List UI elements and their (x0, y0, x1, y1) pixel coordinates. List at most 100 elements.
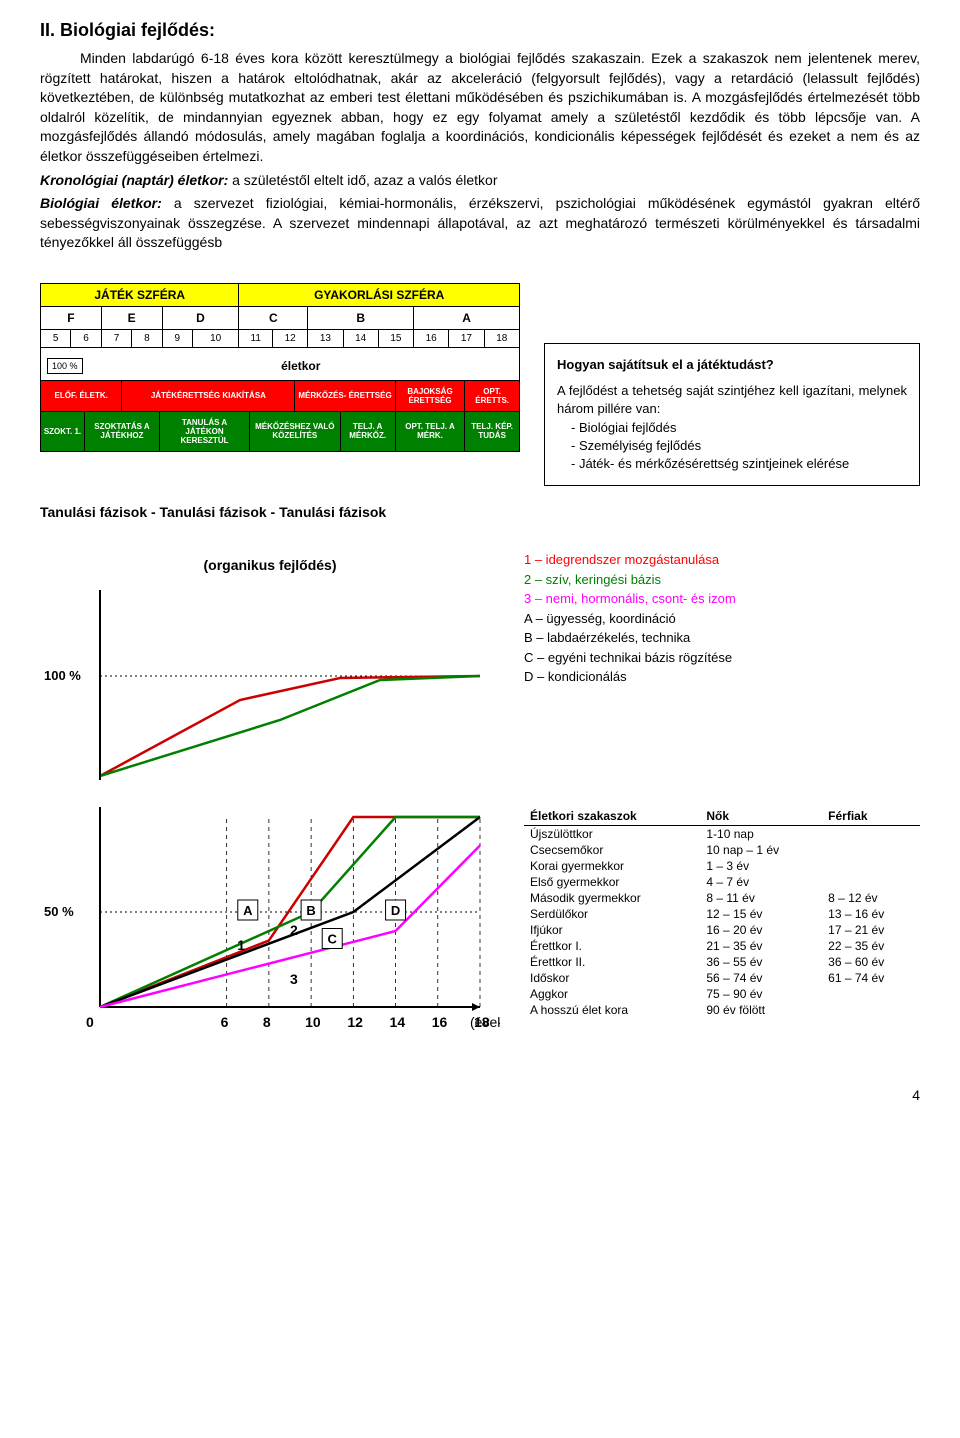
svg-text:C: C (328, 932, 338, 947)
red-cell: ELŐF. ÉLETK. (41, 380, 122, 411)
age-table-cell: 10 nap – 1 év (700, 842, 822, 858)
krono-text: a születéstől eltelt idő, azaz a valós é… (228, 172, 497, 188)
svg-text:10: 10 (305, 1014, 321, 1030)
svg-text:16: 16 (432, 1014, 448, 1030)
green-cell: TELJ. A MÉRKŐZ. (340, 411, 395, 451)
sphere-num-cell: 12 (273, 329, 308, 347)
krono-label: Kronológiai (naptár) életkor: (40, 172, 228, 188)
sphere-num-cell: 14 (343, 329, 378, 347)
sphere-cell: E (101, 306, 162, 329)
krono-line: Kronológiai (naptár) életkor: a születés… (40, 171, 920, 191)
red-cell: OPT. ÉRETTS. (465, 380, 520, 411)
green-cell: OPT. TELJ. A MÉRK. (395, 411, 465, 451)
section-heading: II. Biológiai fejlődés: (40, 20, 920, 41)
sphere-cell: A (414, 306, 520, 329)
green-cell: MÉKŐZÉSHEZ VALÓ KÖZELÍTÉS (250, 411, 341, 451)
percent-box: 100 % (47, 358, 83, 374)
age-table-cell: 13 – 16 év (822, 906, 920, 922)
age-table-cell: Első gyermekkor (524, 874, 700, 890)
eletkor-label: életkor (83, 359, 519, 373)
age-table-cell: 12 – 15 év (700, 906, 822, 922)
age-table-cell: A hosszú élet kora (524, 1002, 700, 1018)
age-table-cell (822, 986, 920, 1002)
sphere-cell: GYAKORLÁSI SZFÉRA (239, 283, 520, 306)
age-table-cell: 61 – 74 év (822, 970, 920, 986)
age-table-cell: 75 – 90 év (700, 986, 822, 1002)
page-number: 4 (40, 1087, 920, 1103)
age-table-cell: 1 – 3 év (700, 858, 822, 874)
legend-item: B – labdaérzékelés, technika (524, 628, 920, 648)
sidebox-item: Személyiség fejlődés (585, 437, 907, 455)
age-table-cell (822, 842, 920, 858)
age-table-cell: Csecsemőkor (524, 842, 700, 858)
age-table-cell: 16 – 20 év (700, 922, 822, 938)
age-table-cell: Érettkor I. (524, 938, 700, 954)
age-table-cell: 8 – 12 év (822, 890, 920, 906)
legend-item: D – kondicionálás (524, 667, 920, 687)
svg-text:(organikus fejlődés): (organikus fejlődés) (203, 557, 336, 573)
age-table-cell: 1-10 nap (700, 826, 822, 843)
legend-item: 2 – szív, keringési bázis (524, 570, 920, 590)
svg-text:(évek): (évek) (470, 1014, 500, 1030)
age-table-cell: 36 – 60 év (822, 954, 920, 970)
svg-text:100 %: 100 % (44, 668, 81, 683)
svg-text:14: 14 (390, 1014, 406, 1030)
green-cell: SZOKT. 1. (41, 411, 85, 451)
green-cell: TELJ. KÉP. TUDÁS (465, 411, 520, 451)
sphere-num-cell: 15 (378, 329, 413, 347)
svg-text:A: A (243, 903, 253, 918)
svg-text:8: 8 (263, 1014, 271, 1030)
svg-text:0: 0 (86, 1014, 94, 1030)
age-table-cell: 36 – 55 év (700, 954, 822, 970)
age-table-cell (822, 826, 920, 843)
age-table-header: Férfiak (822, 807, 920, 826)
svg-text:50 %: 50 % (44, 904, 74, 919)
sphere-num-cell: 5 (41, 329, 71, 347)
legend-item: A – ügyesség, koordináció (524, 609, 920, 629)
age-table-cell (822, 1002, 920, 1018)
age-table-cell: 17 – 21 év (822, 922, 920, 938)
sphere-num-cell: 18 (484, 329, 519, 347)
age-table-cell: Időskor (524, 970, 700, 986)
chart-lower: 50 %0681012141618(évek)ABCD123 (40, 807, 500, 1047)
legend-item: 1 – idegrendszer mozgástanulása (524, 550, 920, 570)
green-cell: SZOKTATÁS A JÁTÉKHOZ (84, 411, 159, 451)
sphere-num-cell: 9 (162, 329, 192, 347)
bio-label: Biológiai életkor: (40, 195, 162, 211)
svg-text:B: B (306, 903, 315, 918)
age-table-header: Nők (700, 807, 822, 826)
sphere-num-cell: 11 (239, 329, 273, 347)
age-table-cell: Korai gyermekkor (524, 858, 700, 874)
sidebox-text: A fejlődést a tehetség saját szintjéhez … (557, 382, 907, 418)
bio-line: Biológiai életkor: a szervezet fiziológi… (40, 194, 920, 253)
age-table-cell: Újszülöttkor (524, 826, 700, 843)
green-cell: TANULÁS A JÁTÉKON KERESZTÜL (159, 411, 249, 451)
age-table-cell: 90 év fölött (700, 1002, 822, 1018)
age-table-cell (822, 858, 920, 874)
svg-text:12: 12 (347, 1014, 363, 1030)
age-table-cell: 8 – 11 év (700, 890, 822, 906)
sphere-num-cell: 10 (192, 329, 238, 347)
sphere-cell: F (41, 306, 102, 329)
age-table-header: Életkori szakaszok (524, 807, 700, 826)
red-cell: JÁTÉKÉRETTSÉG KIAKÍTÁSA (122, 380, 295, 411)
legend-item: C – egyéni technikai bázis rögzítése (524, 648, 920, 668)
age-table-cell: 21 – 35 év (700, 938, 822, 954)
sphere-diagram: JÁTÉK SZFÉRA GYAKORLÁSI SZFÉRA F E D C B… (40, 283, 520, 452)
intro-paragraph: Minden labdarúgó 6-18 éves kora között k… (40, 49, 920, 167)
sidebox-item: Biológiai fejlődés (585, 419, 907, 437)
sphere-cell: D (162, 306, 239, 329)
sphere-num-cell: 8 (132, 329, 162, 347)
svg-text:2: 2 (290, 922, 298, 938)
sphere-cell: JÁTÉK SZFÉRA (41, 283, 239, 306)
age-table-cell (822, 874, 920, 890)
age-table-cell: Aggkor (524, 986, 700, 1002)
sidebox-title: Hogyan sajátítsuk el a játéktudást? (557, 356, 907, 374)
age-table-cell: 56 – 74 év (700, 970, 822, 986)
svg-text:6: 6 (221, 1014, 229, 1030)
age-table-cell: 4 – 7 év (700, 874, 822, 890)
sphere-num-cell: 13 (308, 329, 343, 347)
legend-item: 3 – nemi, hormonális, csont- és izom (524, 589, 920, 609)
age-table-cell: Serdülőkor (524, 906, 700, 922)
phases-line: Tanulási fázisok - Tanulási fázisok - Ta… (40, 504, 920, 520)
